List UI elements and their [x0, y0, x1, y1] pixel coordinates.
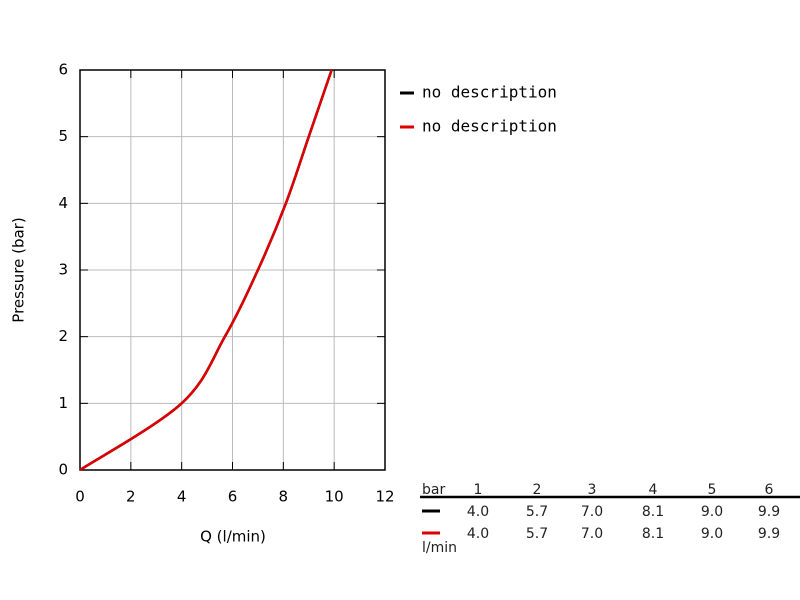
table-column: 2	[533, 482, 542, 498]
table-cell: 4.0	[467, 526, 489, 542]
y-tick-label: 5	[58, 127, 68, 145]
plot-frame	[79, 69, 386, 471]
y-tick-label: 3	[58, 261, 68, 279]
y-axis-label: Pressure (bar)	[10, 217, 28, 322]
x-tick-label: 6	[228, 488, 238, 506]
x-tick-label: 2	[126, 488, 136, 506]
table-cell: 9.0	[701, 526, 723, 542]
table-column: 1	[474, 482, 483, 498]
x-tick-label: 8	[279, 488, 289, 506]
legend-label: no description	[422, 117, 557, 136]
table-header: bar	[422, 482, 445, 498]
table-cell: 9.0	[701, 504, 723, 520]
y-tick-label: 6	[58, 61, 68, 79]
table-column: 4	[649, 482, 658, 498]
table-column: 3	[588, 482, 597, 498]
y-tick-label: 0	[58, 461, 68, 479]
table-column: 6	[765, 482, 774, 498]
x-tick-label: 12	[375, 488, 394, 506]
x-axis-label: Q (l/min)	[200, 528, 266, 546]
table-cell: 7.0	[581, 504, 603, 520]
table-cell: 7.0	[581, 526, 603, 542]
table-cell: 4.0	[467, 504, 489, 520]
table-cell: 9.9	[758, 504, 780, 520]
y-tick-label: 1	[58, 394, 68, 412]
table-cell: 8.1	[642, 526, 664, 542]
y-tick-label: 2	[58, 327, 68, 345]
table-cell: 5.7	[526, 526, 548, 542]
table-cell: 5.7	[526, 504, 548, 520]
table-cell: 8.1	[642, 504, 664, 520]
x-tick-label: 10	[325, 488, 344, 506]
x-tick-label: 4	[177, 488, 187, 506]
table-column: 5	[708, 482, 717, 498]
legend-label: no description	[422, 83, 557, 102]
x-tick-label: 0	[75, 488, 85, 506]
table-cell: 9.9	[758, 526, 780, 542]
y-tick-label: 4	[58, 194, 68, 212]
line-series	[79, 69, 333, 472]
table-unit: l/min	[422, 540, 457, 556]
